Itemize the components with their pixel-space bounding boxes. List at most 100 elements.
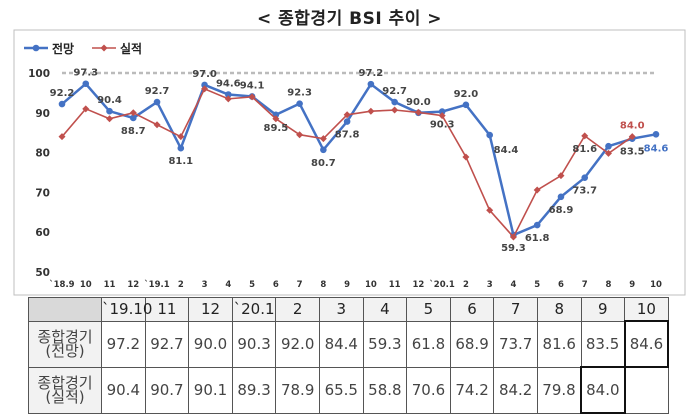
x-tick-label: 8 (320, 280, 326, 290)
x-tick-label: 2 (178, 280, 184, 290)
table-cell: 70.6 (406, 366, 451, 414)
data-point-actual (509, 233, 517, 241)
data-point-forecast (82, 80, 90, 88)
data-point-actual (533, 186, 541, 194)
data-point-forecast (557, 193, 565, 201)
data-point-forecast (177, 144, 185, 152)
data-label: 92.7 (382, 86, 407, 97)
data-point-actual (58, 133, 66, 141)
table-month-header: 2 (275, 297, 320, 322)
data-point-forecast (343, 118, 351, 125)
data-point-actual (367, 107, 375, 115)
data-point-forecast (605, 142, 612, 150)
table-row-label: 종합경기 (실적) (28, 366, 102, 414)
data-point-actual (581, 132, 589, 140)
table-month-header: 6 (449, 297, 495, 322)
y-tick-label: 50 (35, 267, 50, 279)
row-label-line1: 종합경기 (37, 328, 93, 346)
data-point-actual (177, 133, 185, 141)
x-tick-label: 12 (412, 280, 424, 290)
data-point-actual (106, 115, 114, 123)
data-label: 84.0 (620, 121, 645, 132)
table-cell: 90.0 (188, 320, 233, 368)
data-label: 68.9 (549, 205, 574, 216)
x-tick-label: 7 (297, 280, 303, 290)
table-month-header: 5 (406, 297, 451, 322)
data-point-forecast (106, 107, 113, 115)
data-point-actual (153, 121, 161, 129)
x-tick-label: 8 (606, 280, 612, 290)
table-cell: 84.0 (580, 366, 626, 414)
table-month-header: `19.10 (101, 297, 152, 322)
data-label: 84.4 (494, 145, 519, 156)
table-cell: 65.5 (318, 366, 364, 414)
table-cell: 58.8 (362, 366, 408, 414)
table-cell: 59.3 (362, 320, 408, 368)
legend-label-forecast: 전망 (52, 41, 74, 56)
data-point-actual (486, 206, 494, 214)
table-cell: 83.5 (580, 320, 626, 368)
data-label: 81.1 (168, 156, 193, 167)
data-point-actual (438, 112, 446, 120)
data-point-forecast (153, 98, 161, 106)
data-point-forecast (296, 100, 303, 107)
data-point-actual (224, 95, 232, 103)
table-corner-cell (28, 297, 102, 322)
data-label: 92.7 (145, 86, 170, 97)
data-point-forecast (438, 108, 446, 115)
data-point-forecast (581, 174, 589, 181)
data-point-actual (414, 108, 422, 116)
y-tick-label: 90 (35, 108, 50, 120)
data-point-forecast (391, 98, 398, 106)
data-label: 80.7 (311, 158, 336, 169)
table-month-header: 3 (318, 297, 364, 322)
x-tick-label: 10 (650, 280, 662, 290)
table-row: 종합경기 (실적) 90.4 90.7 90.1 89.3 78.9 65.5 58.8 70.6… (28, 366, 669, 414)
x-tick-label: 10 (365, 280, 377, 290)
table-cell: 97.2 (101, 320, 146, 368)
x-tick-label: 11 (389, 280, 401, 290)
table-cell: 90.1 (188, 366, 233, 414)
data-point-actual (343, 111, 351, 119)
table-cell: 61.8 (406, 320, 451, 368)
table-month-header: 7 (493, 297, 538, 322)
x-tick-label: 12 (127, 280, 139, 290)
table-row: 종합경기 (전망) 97.2 92.7 90.0 90.3 92.0 84.4 59.3 61.8… (28, 320, 670, 368)
table-month-header: 4 (362, 297, 408, 322)
x-tick-label: 7 (582, 280, 588, 290)
chart-title: < 종합경기 BSI 추이 > (256, 9, 443, 29)
data-point-forecast (533, 221, 541, 229)
x-tick-label: 4 (225, 280, 231, 290)
x-tick-label: 6 (273, 280, 279, 290)
row-label-line2: (전망) (45, 342, 85, 360)
data-label: 90.0 (406, 97, 431, 108)
table-cell: 89.3 (231, 366, 277, 414)
table-month-header: 10 (624, 297, 669, 322)
legend-marker-actual (100, 44, 108, 52)
line-chart: 50 60 70 80 90 100 `18.9 10 11 12 `19.1 2 3 4 5 6 7 8 9 10 1… (13, 29, 686, 296)
data-point-forecast (367, 80, 375, 88)
data-label: 92.2 (50, 88, 75, 99)
row-label-line1: 종합경기 (37, 374, 93, 392)
data-label: 59.3 (501, 243, 526, 254)
table-cell: 92.0 (275, 320, 320, 368)
data-point-actual (391, 106, 399, 114)
data-label: 81.6 (572, 144, 597, 155)
x-tick-label: 5 (249, 280, 255, 290)
data-label: 92.3 (287, 88, 312, 99)
y-tick-label: 80 (35, 148, 50, 160)
data-point-actual (248, 93, 256, 101)
y-tick-label: 100 (28, 68, 50, 80)
y-tick-label: 70 (35, 187, 50, 199)
x-tick-label: 3 (487, 280, 493, 290)
table-month-header: 9 (580, 297, 626, 322)
x-tick-label: 10 (80, 280, 92, 290)
table-row-label: 종합경기 (전망) (28, 320, 102, 368)
table-month-header: 8 (536, 297, 582, 322)
table-cell: 78.9 (275, 366, 320, 414)
table-cell: 90.7 (144, 366, 190, 414)
data-point-actual (604, 149, 612, 157)
x-tick-label: 9 (629, 280, 635, 290)
table-month-header: 12 (188, 297, 233, 322)
data-point-forecast (486, 131, 493, 139)
